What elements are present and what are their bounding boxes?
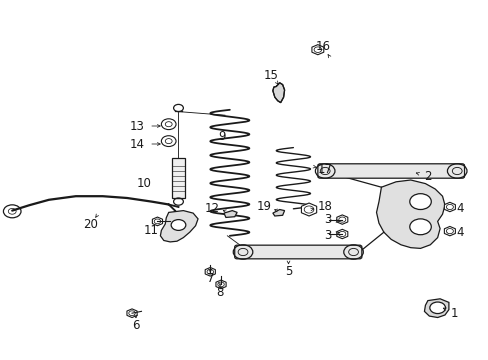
Text: 16: 16 bbox=[315, 40, 329, 53]
Polygon shape bbox=[336, 229, 347, 239]
Text: 20: 20 bbox=[83, 219, 98, 231]
Polygon shape bbox=[216, 280, 225, 289]
Text: 10: 10 bbox=[137, 177, 151, 190]
Text: 3: 3 bbox=[323, 229, 331, 242]
Polygon shape bbox=[127, 309, 137, 318]
Text: 9: 9 bbox=[218, 130, 226, 143]
Text: 3: 3 bbox=[323, 213, 331, 226]
Polygon shape bbox=[224, 211, 237, 217]
FancyBboxPatch shape bbox=[234, 245, 361, 259]
Text: 19: 19 bbox=[256, 201, 271, 213]
Text: 11: 11 bbox=[144, 224, 159, 237]
Text: 4: 4 bbox=[455, 226, 463, 239]
Polygon shape bbox=[424, 299, 448, 318]
Polygon shape bbox=[272, 83, 284, 103]
Text: 2: 2 bbox=[423, 170, 431, 183]
Circle shape bbox=[409, 219, 430, 235]
Text: 7: 7 bbox=[206, 273, 214, 285]
Polygon shape bbox=[376, 180, 444, 248]
FancyBboxPatch shape bbox=[317, 164, 464, 178]
Polygon shape bbox=[444, 226, 454, 236]
Circle shape bbox=[429, 302, 445, 314]
Circle shape bbox=[171, 220, 185, 230]
Text: 8: 8 bbox=[216, 286, 224, 299]
Text: 17: 17 bbox=[317, 163, 332, 176]
Polygon shape bbox=[152, 217, 162, 226]
Polygon shape bbox=[205, 267, 215, 276]
Polygon shape bbox=[272, 210, 284, 216]
Text: 4: 4 bbox=[455, 202, 463, 215]
Polygon shape bbox=[336, 215, 347, 224]
Text: 15: 15 bbox=[264, 69, 278, 82]
Text: 6: 6 bbox=[132, 319, 140, 332]
Text: 12: 12 bbox=[204, 202, 219, 215]
Text: 14: 14 bbox=[129, 138, 144, 150]
Polygon shape bbox=[444, 202, 454, 212]
Polygon shape bbox=[301, 203, 316, 216]
Text: 13: 13 bbox=[129, 120, 144, 132]
Text: 5: 5 bbox=[284, 265, 292, 278]
Text: 18: 18 bbox=[317, 201, 332, 213]
Text: 1: 1 bbox=[450, 307, 458, 320]
Circle shape bbox=[409, 194, 430, 210]
FancyBboxPatch shape bbox=[171, 158, 185, 198]
Polygon shape bbox=[160, 211, 198, 242]
Polygon shape bbox=[311, 45, 323, 55]
